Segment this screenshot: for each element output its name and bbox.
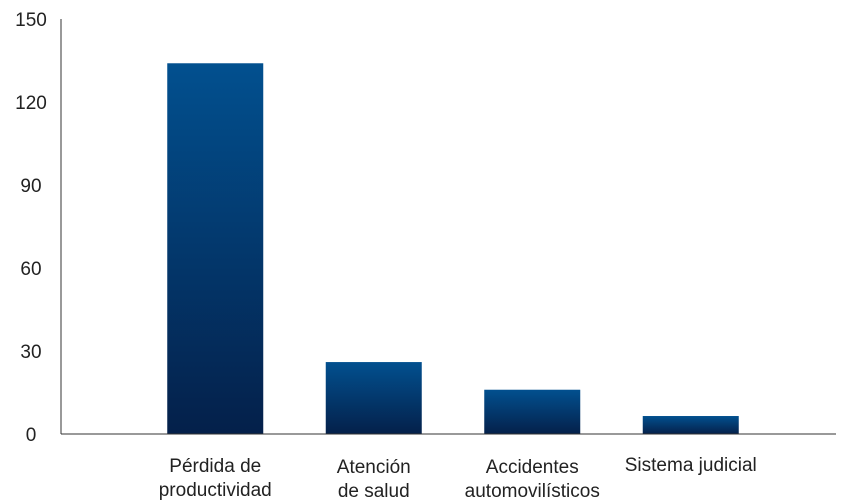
x-category-label: Sistema judicial xyxy=(625,455,757,476)
y-tick-label: 90 xyxy=(20,176,41,197)
x-category-label: Pérdida de productividad xyxy=(159,456,272,501)
y-tick-label: 0 xyxy=(26,425,37,446)
bar xyxy=(325,362,422,434)
x-category-label: Atención de salud xyxy=(337,457,411,502)
bar xyxy=(642,416,739,434)
bar xyxy=(167,63,264,435)
x-axis: Pérdida de productividad Atención de salud A… xyxy=(61,433,836,502)
bar xyxy=(484,389,581,434)
y-tick-label: 30 xyxy=(20,342,41,363)
y-axis: 0 30 60 90 120 150 xyxy=(15,10,62,446)
y-tick-label: 60 xyxy=(20,259,41,280)
x-category-label: Accidentes automovilísticos xyxy=(465,457,600,502)
y-tick-label: 120 xyxy=(15,93,47,114)
y-tick-label: 150 xyxy=(15,10,47,31)
bars xyxy=(167,63,739,435)
